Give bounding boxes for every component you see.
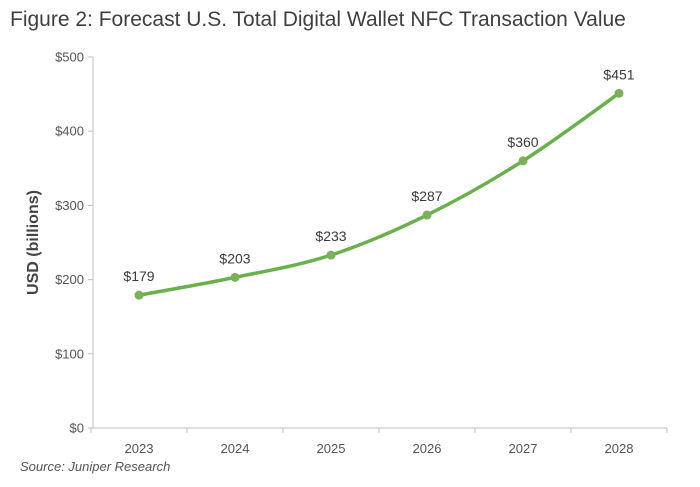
data-point — [614, 88, 624, 98]
series-usd: $179 $203 $233 $287 $360 $451 — [123, 66, 635, 300]
y-axis: $0 $100 $200 $300 $400 $500 — [55, 50, 94, 436]
y-tick-label: $100 — [55, 346, 84, 361]
y-tick-label: $500 — [55, 50, 84, 65]
data-point — [134, 290, 144, 300]
source-note: Source: Juniper Research — [20, 459, 171, 474]
figure-title: Figure 2: Forecast U.S. Total Digital Wa… — [10, 8, 626, 31]
data-label: $203 — [219, 250, 250, 266]
x-tick-label: 2023 — [125, 441, 154, 456]
y-axis-label: USD (billions) — [25, 190, 42, 295]
x-tick-label: 2028 — [605, 441, 634, 456]
data-point — [422, 210, 432, 220]
x-tick-label: 2025 — [317, 441, 346, 456]
y-tick-label: $200 — [55, 272, 84, 287]
data-label: $287 — [411, 188, 442, 204]
x-tick-label: 2024 — [221, 441, 250, 456]
data-label: $233 — [315, 228, 346, 244]
y-tick-label: $400 — [55, 124, 84, 139]
data-label: $179 — [123, 268, 154, 284]
data-label: $451 — [603, 66, 634, 82]
y-tick-label: $0 — [70, 421, 84, 436]
data-point — [230, 272, 240, 282]
data-label: $360 — [507, 134, 538, 150]
y-tick-label: $300 — [55, 198, 84, 213]
data-point — [326, 250, 336, 260]
x-axis: 2023 2024 2025 2026 2027 2028 — [90, 427, 668, 456]
series-line — [137, 91, 621, 297]
x-tick-label: 2027 — [509, 441, 538, 456]
x-tick-label: 2026 — [413, 441, 442, 456]
data-point — [518, 156, 528, 166]
